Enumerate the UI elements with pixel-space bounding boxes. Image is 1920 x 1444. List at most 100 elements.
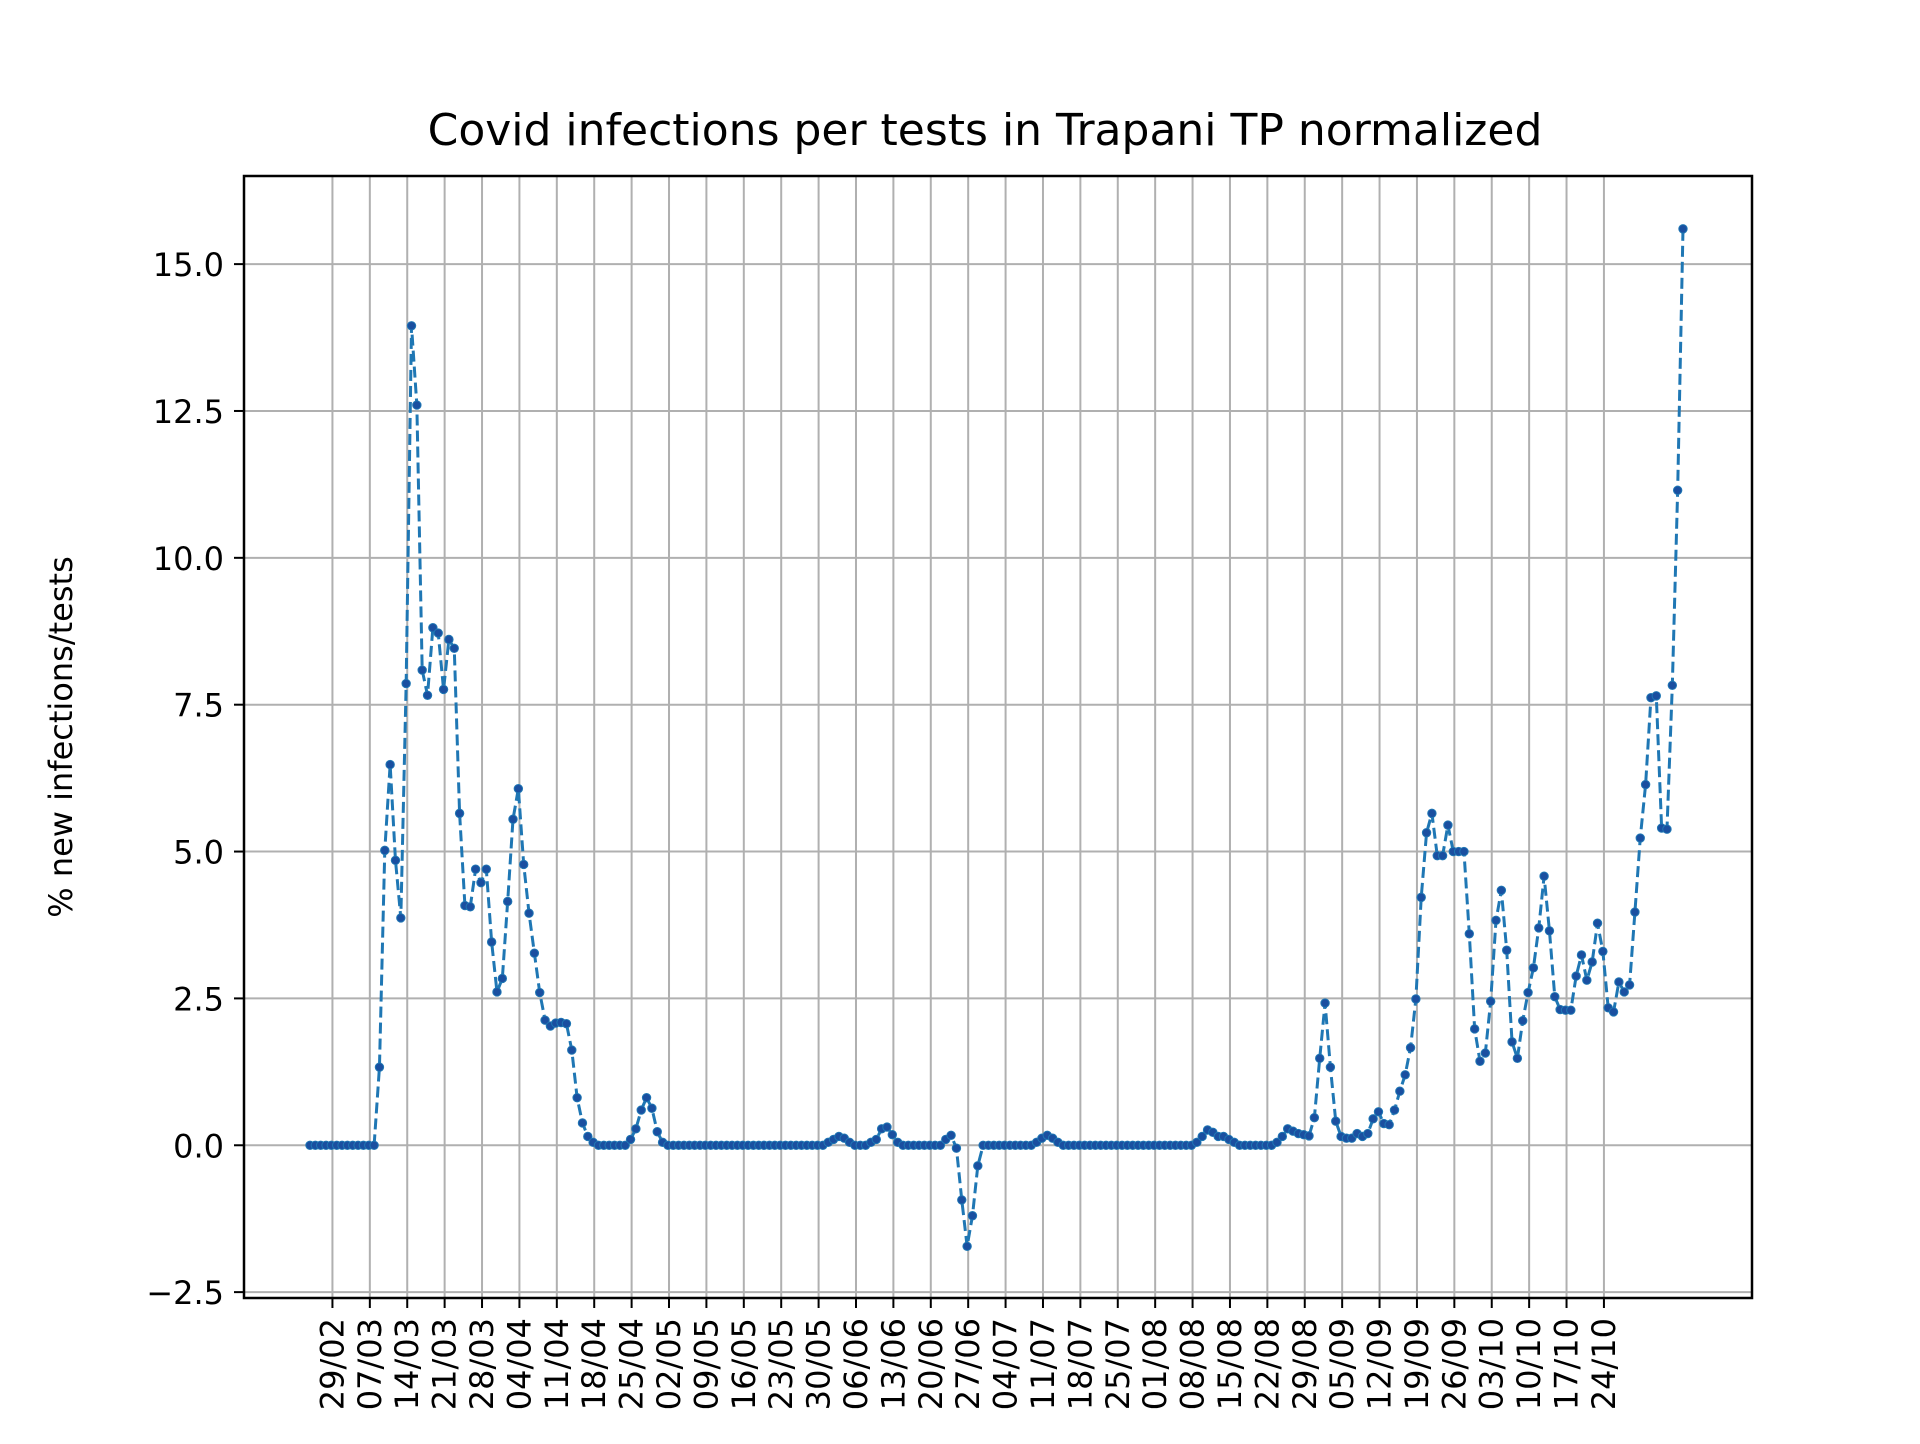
data-point: [438, 684, 449, 695]
data-point: [1523, 987, 1533, 998]
series-layer: [305, 224, 1688, 1252]
data-point: [433, 628, 443, 638]
data-point: [1678, 224, 1688, 234]
x-tick-label: 03/10: [1473, 1318, 1511, 1410]
data-point: [577, 1118, 588, 1128]
data-point: [390, 855, 401, 866]
data-point: [1667, 680, 1678, 691]
x-tick-label: 07/03: [351, 1318, 389, 1410]
grid: [244, 176, 1752, 1298]
data-point: [935, 1140, 946, 1150]
data-point: [1363, 1128, 1373, 1139]
x-tick-label: 24/10: [1585, 1318, 1623, 1410]
data-point: [1496, 885, 1507, 896]
data-point: [1192, 1137, 1202, 1148]
data-point: [1400, 1070, 1410, 1080]
data-point: [508, 814, 518, 824]
data-point: [1480, 1048, 1491, 1058]
data-point: [1320, 998, 1330, 1008]
data-point: [519, 859, 529, 870]
y-tick-label: 10.0: [153, 540, 224, 578]
x-tick-label: 28/03: [463, 1318, 501, 1410]
x-tick-label: 26/09: [1435, 1318, 1473, 1410]
data-point: [497, 973, 508, 984]
data-point: [1411, 994, 1421, 1004]
x-tick-label: 20/06: [912, 1318, 950, 1410]
chart-title: Covid infections per tests in Trapani TP…: [428, 105, 1543, 156]
data-point: [1662, 824, 1672, 834]
data-point: [1550, 991, 1560, 1002]
x-tick-label: 29/02: [313, 1318, 351, 1410]
data-point: [1485, 996, 1496, 1007]
data-point: [1507, 1037, 1517, 1047]
y-tick-label: −2.5: [146, 1274, 224, 1312]
data-point: [470, 864, 481, 874]
data-point: [1544, 926, 1555, 936]
x-tick-label: 05/09: [1323, 1318, 1361, 1410]
data-point: [1640, 779, 1651, 790]
data-point: [454, 808, 465, 819]
data-point: [1315, 1053, 1325, 1064]
data-point: [374, 1062, 385, 1072]
data-point: [1502, 945, 1512, 955]
data-point: [417, 665, 427, 675]
data-point: [561, 1018, 572, 1029]
data-point: [1475, 1056, 1485, 1066]
data-point: [1598, 946, 1608, 957]
data-point: [1304, 1131, 1314, 1141]
data-point: [1491, 915, 1501, 925]
data-point: [1272, 1137, 1282, 1148]
data-point: [1592, 918, 1603, 928]
data-point: [1571, 971, 1581, 981]
data-point: [1395, 1086, 1405, 1096]
data-point: [647, 1103, 657, 1113]
data-point: [1566, 1005, 1576, 1015]
x-tick-label: 22/08: [1248, 1318, 1286, 1410]
x-tick-label: 30/05: [800, 1318, 838, 1410]
data-point: [1459, 846, 1469, 857]
data-point: [502, 896, 513, 907]
data-point: [1534, 923, 1544, 933]
data-point: [1443, 820, 1453, 830]
x-tick-label: 21/03: [426, 1318, 464, 1410]
y-tick-label: 5.0: [173, 834, 224, 872]
data-point: [476, 877, 486, 888]
data-point: [529, 948, 540, 958]
y-tick-label: 2.5: [173, 980, 224, 1018]
data-point: [449, 643, 459, 653]
x-tick-label: 01/08: [1136, 1318, 1174, 1410]
y-tick-label: 12.5: [153, 393, 224, 431]
x-tick-label: 02/05: [650, 1318, 688, 1410]
data-point: [572, 1092, 582, 1103]
axes: −2.5 0.0 2.5 5.0 7.5 10.0 12.5 15.0 29/02 07/03 14…: [146, 174, 1754, 1410]
data-point: [1469, 1024, 1480, 1034]
data-point: [444, 634, 454, 645]
x-tick-label: 14/03: [388, 1318, 426, 1410]
data-point: [871, 1134, 881, 1145]
data-point: [631, 1124, 641, 1134]
data-point: [406, 321, 417, 331]
data-point: [524, 908, 534, 918]
data-point: [1651, 691, 1661, 701]
x-tick-label: 10/10: [1510, 1318, 1548, 1410]
data-point: [946, 1130, 956, 1140]
x-tick-label: 11/04: [538, 1318, 576, 1410]
data-point: [951, 1143, 962, 1153]
plot-frame: [242, 174, 1754, 1300]
data-point: [625, 1134, 636, 1145]
data-point: [412, 400, 422, 410]
data-point: [967, 1211, 978, 1221]
data-point: [1512, 1053, 1523, 1064]
data-point: [1635, 833, 1645, 843]
x-tick-label: 25/04: [613, 1318, 651, 1410]
data-point: [380, 845, 390, 856]
data-point: [513, 783, 524, 794]
data-point: [887, 1129, 898, 1140]
data-point: [962, 1241, 972, 1252]
data-point: [401, 678, 411, 689]
data-point: [1608, 1007, 1619, 1017]
data-point: [535, 987, 545, 998]
data-point: [973, 1161, 983, 1171]
data-point: [1197, 1131, 1207, 1142]
data-point: [1464, 929, 1475, 939]
